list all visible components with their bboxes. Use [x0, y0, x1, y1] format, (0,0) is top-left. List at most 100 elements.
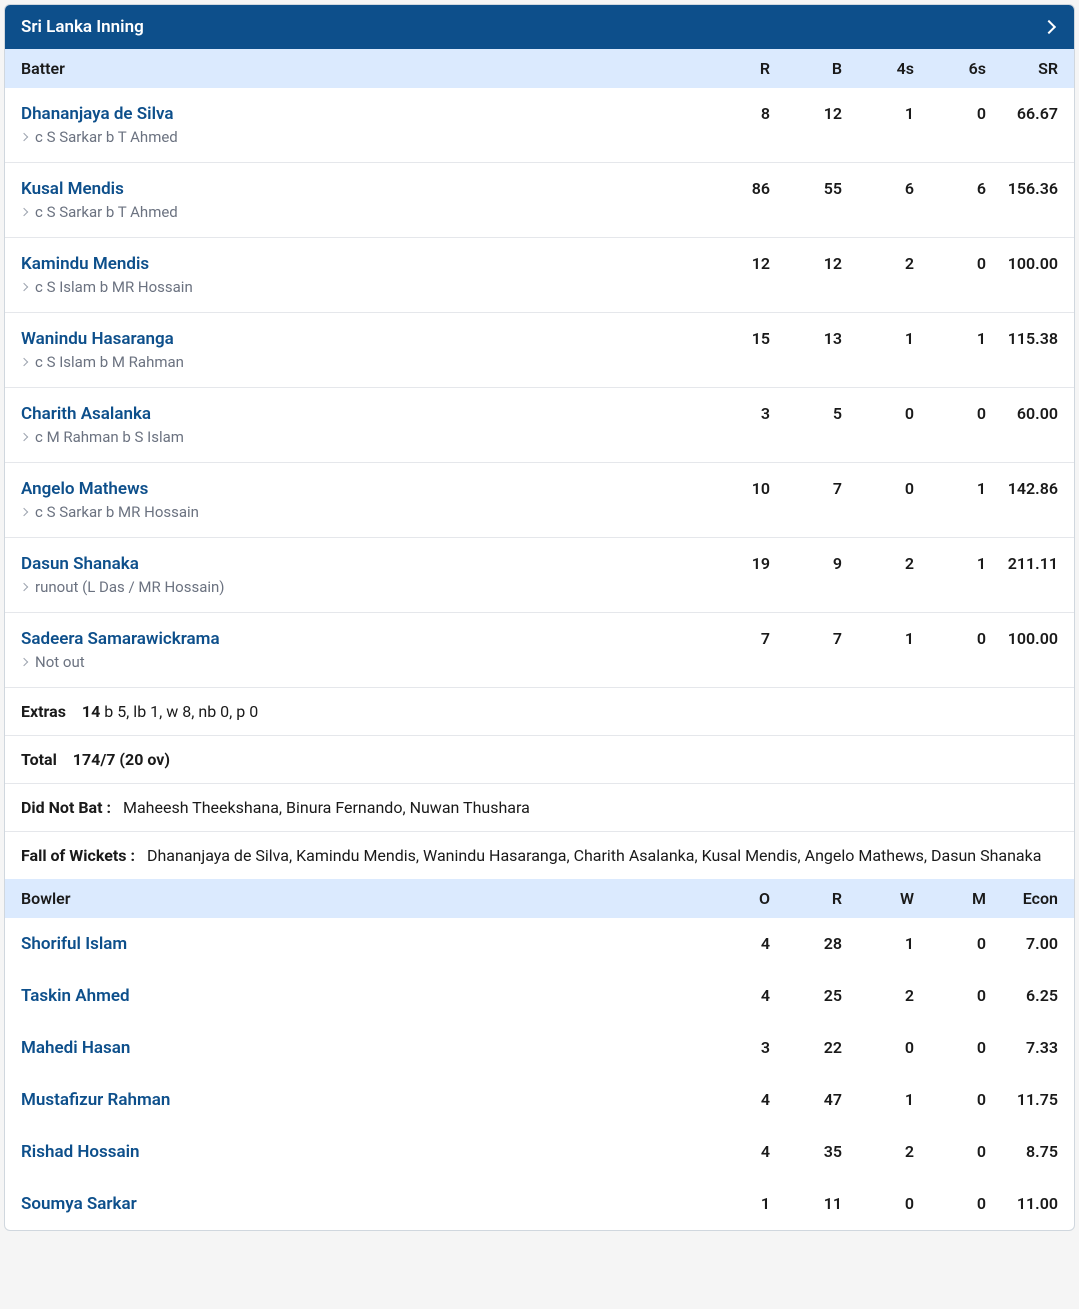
batter-balls: 12: [770, 104, 842, 146]
batter-balls: 55: [770, 179, 842, 221]
bowler-maidens: 0: [914, 1090, 986, 1110]
batter-sr: 60.00: [986, 404, 1058, 446]
bowler-row: Rishad Hossain 4 35 2 0 8.75: [5, 1126, 1074, 1178]
bowler-name[interactable]: Rishad Hossain: [21, 1142, 698, 1162]
bowler-econ: 8.75: [986, 1142, 1058, 1162]
batter-sixes: 0: [914, 404, 986, 446]
batter-balls: 12: [770, 254, 842, 296]
batter-sr: 66.67: [986, 104, 1058, 146]
chevron-right-icon: [20, 208, 28, 216]
chevron-right-icon: [20, 658, 28, 666]
bowler-runs: 11: [770, 1194, 842, 1214]
fow-value: Dhananjaya de Silva, Kamindu Mendis, Wan…: [147, 846, 1041, 865]
batter-name[interactable]: Kamindu Mendis: [21, 254, 698, 274]
bowler-wickets: 1: [842, 1090, 914, 1110]
bowler-econ: 6.25: [986, 986, 1058, 1006]
bowler-runs: 35: [770, 1142, 842, 1162]
batter-col-sr: SR: [986, 59, 1058, 78]
bowler-name[interactable]: Taskin Ahmed: [21, 986, 698, 1006]
batter-dismissal: c S Islam b M Rahman: [21, 353, 698, 371]
bowler-runs: 28: [770, 934, 842, 954]
batter-runs: 3: [698, 404, 770, 446]
batter-col-r: R: [698, 59, 770, 78]
batter-balls: 13: [770, 329, 842, 371]
batter-name[interactable]: Charith Asalanka: [21, 404, 698, 424]
dismissal-text: c M Rahman b S Islam: [35, 428, 184, 446]
batter-info: Kusal Mendis c S Sarkar b T Ahmed: [21, 179, 698, 221]
bowler-col-name: Bowler: [21, 889, 698, 908]
bowler-overs: 4: [698, 1142, 770, 1162]
batter-balls: 7: [770, 479, 842, 521]
batter-name[interactable]: Sadeera Samarawickrama: [21, 629, 698, 649]
bowler-row: Mustafizur Rahman 4 47 1 0 11.75: [5, 1074, 1074, 1126]
batter-balls: 5: [770, 404, 842, 446]
batter-fours: 0: [842, 479, 914, 521]
batter-name[interactable]: Kusal Mendis: [21, 179, 698, 199]
bowler-maidens: 0: [914, 986, 986, 1006]
batter-info: Charith Asalanka c M Rahman b S Islam: [21, 404, 698, 446]
batter-row: Angelo Mathews c S Sarkar b MR Hossain 1…: [5, 463, 1074, 538]
batter-row: Charith Asalanka c M Rahman b S Islam 3 …: [5, 388, 1074, 463]
batter-name[interactable]: Dasun Shanaka: [21, 554, 698, 574]
bowler-maidens: 0: [914, 1142, 986, 1162]
chevron-right-icon: [20, 583, 28, 591]
batter-table-header: Batter R B 4s 6s SR: [5, 49, 1074, 88]
batter-col-4s: 4s: [842, 59, 914, 78]
batter-sixes: 1: [914, 554, 986, 596]
total-label: Total: [21, 750, 57, 769]
batter-sixes: 1: [914, 329, 986, 371]
bowler-maidens: 0: [914, 934, 986, 954]
inning-header[interactable]: Sri Lanka Inning: [5, 5, 1074, 49]
bowler-row: Mahedi Hasan 3 22 0 0 7.33: [5, 1022, 1074, 1074]
batter-name[interactable]: Wanindu Hasaranga: [21, 329, 698, 349]
batter-info: Wanindu Hasaranga c S Islam b M Rahman: [21, 329, 698, 371]
batter-col-6s: 6s: [914, 59, 986, 78]
dnb-label: Did Not Bat :: [21, 798, 111, 817]
batter-sixes: 0: [914, 254, 986, 296]
dismissal-text: runout (L Das / MR Hossain): [35, 578, 225, 596]
dismissal-text: c S Sarkar b MR Hossain: [35, 503, 199, 521]
bowler-maidens: 0: [914, 1194, 986, 1214]
batter-row: Wanindu Hasaranga c S Islam b M Rahman 1…: [5, 313, 1074, 388]
bowler-name[interactable]: Mustafizur Rahman: [21, 1090, 698, 1110]
batter-runs: 15: [698, 329, 770, 371]
total-row: Total 174/7 (20 ov): [5, 736, 1074, 784]
batter-runs: 8: [698, 104, 770, 146]
batter-sr: 211.11: [986, 554, 1058, 596]
bowler-row: Taskin Ahmed 4 25 2 0 6.25: [5, 970, 1074, 1022]
bowler-name[interactable]: Soumya Sarkar: [21, 1194, 698, 1214]
batter-row: Dasun Shanaka runout (L Das / MR Hossain…: [5, 538, 1074, 613]
bowler-name[interactable]: Mahedi Hasan: [21, 1038, 698, 1058]
total-value: 174/7 (20 ov): [73, 750, 170, 769]
bowler-wickets: 2: [842, 1142, 914, 1162]
batter-row: Kusal Mendis c S Sarkar b T Ahmed 86 55 …: [5, 163, 1074, 238]
chevron-right-icon: [20, 358, 28, 366]
bowler-overs: 4: [698, 934, 770, 954]
bowler-table-header: Bowler O R W M Econ: [5, 879, 1074, 918]
batter-row: Dhananjaya de Silva c S Sarkar b T Ahmed…: [5, 88, 1074, 163]
batter-runs: 10: [698, 479, 770, 521]
chevron-right-icon: [20, 433, 28, 441]
extras-row: Extras 14 b 5, lb 1, w 8, nb 0, p 0: [5, 688, 1074, 736]
batter-sr: 100.00: [986, 254, 1058, 296]
bowler-wickets: 1: [842, 934, 914, 954]
batter-col-b: B: [770, 59, 842, 78]
batter-name[interactable]: Dhananjaya de Silva: [21, 104, 698, 124]
extras-label: Extras: [21, 702, 66, 721]
bowler-overs: 3: [698, 1038, 770, 1058]
batter-name[interactable]: Angelo Mathews: [21, 479, 698, 499]
bowler-name[interactable]: Shoriful Islam: [21, 934, 698, 954]
batter-sr: 100.00: [986, 629, 1058, 671]
scorecard-container: Sri Lanka Inning Batter R B 4s 6s SR Dha…: [4, 4, 1075, 1231]
batter-runs: 12: [698, 254, 770, 296]
bowler-row: Shoriful Islam 4 28 1 0 7.00: [5, 918, 1074, 970]
batter-sixes: 0: [914, 104, 986, 146]
dismissal-text: c S Islam b MR Hossain: [35, 278, 193, 296]
batter-info: Kamindu Mendis c S Islam b MR Hossain: [21, 254, 698, 296]
batter-fours: 1: [842, 629, 914, 671]
bowler-overs: 4: [698, 1090, 770, 1110]
extras-count: 14: [82, 702, 100, 721]
dismissal-text: c S Sarkar b T Ahmed: [35, 203, 178, 221]
batter-dismissal: c S Sarkar b MR Hossain: [21, 503, 698, 521]
batter-balls: 9: [770, 554, 842, 596]
